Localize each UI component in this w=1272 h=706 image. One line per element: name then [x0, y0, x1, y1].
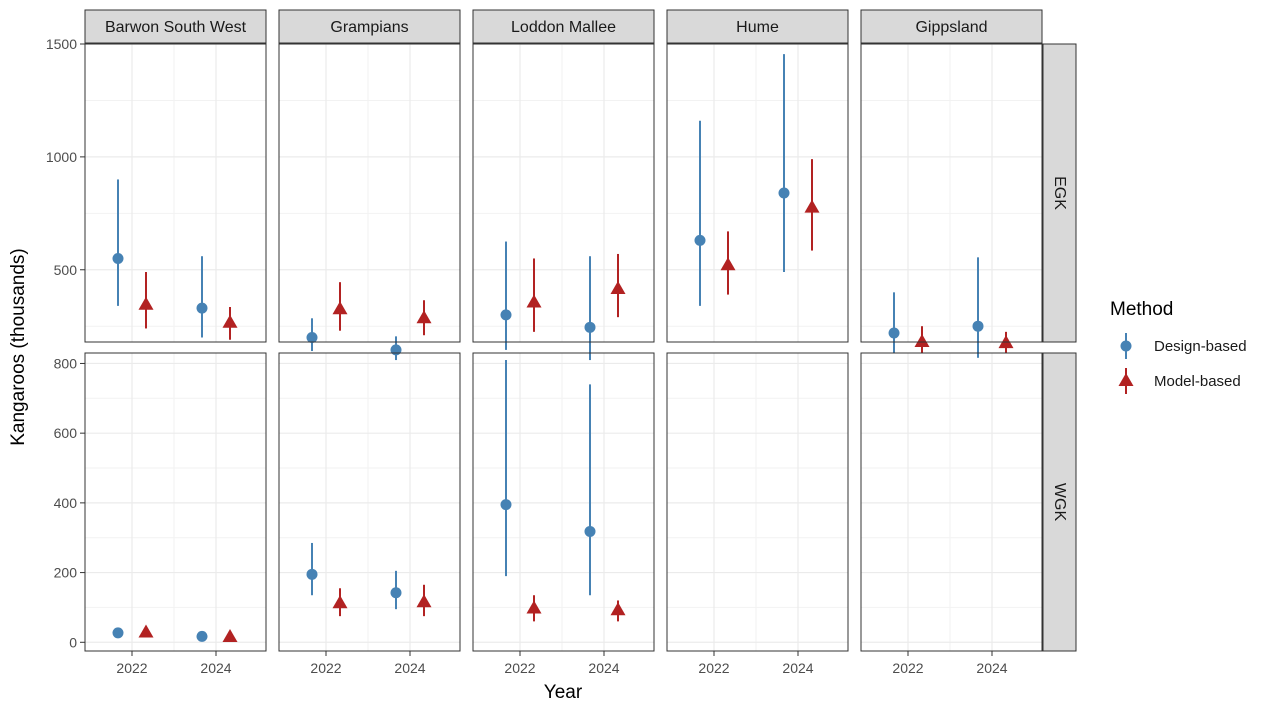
y-tick-label: 200: [54, 565, 78, 581]
y-tick-label: 1000: [46, 149, 77, 165]
model-based-point: [222, 314, 238, 328]
row-strip: [1042, 43, 1077, 343]
model-based-point: [416, 310, 432, 324]
model-based-point: [416, 594, 432, 608]
column-strip: [860, 9, 1043, 44]
column-strip-label: Gippsland: [915, 19, 987, 36]
model-based-point: [914, 334, 930, 347]
design-based-point: [390, 344, 402, 356]
design-based-point: [584, 525, 596, 537]
row-strip-label: WGK: [1051, 483, 1068, 522]
x-axis-title: Year: [544, 682, 583, 703]
panel-border: [278, 43, 461, 343]
panel-background: [861, 353, 1042, 651]
x-tick-label: 2022: [698, 660, 729, 676]
column-strip-label: Barwon South West: [105, 19, 247, 36]
panel-background: [667, 44, 848, 342]
panel-border: [84, 43, 267, 343]
x-tick-label: 2024: [976, 660, 1007, 676]
panel-background: [279, 353, 460, 651]
model-based-point: [526, 600, 542, 614]
panel-border: [860, 43, 1043, 343]
panel-border: [666, 43, 849, 343]
design-based-point: [196, 302, 208, 314]
design-based-point: [778, 187, 790, 199]
column-strip: [472, 9, 655, 44]
x-tick-label: 2022: [504, 660, 535, 676]
design-based-point: [584, 321, 596, 333]
column-strip-label: Loddon Mallee: [511, 19, 616, 36]
panel-border: [84, 352, 267, 652]
design-based-point: [112, 252, 124, 264]
row-strip-label: EGK: [1051, 176, 1068, 210]
y-tick-label: 0: [69, 634, 77, 650]
x-tick-label: 2022: [892, 660, 923, 676]
panel-border: [472, 43, 655, 343]
legend-title: Method: [1110, 299, 1173, 320]
y-tick-label: 1500: [46, 36, 77, 52]
y-tick-label: 800: [54, 355, 78, 371]
model-based-point: [610, 602, 626, 616]
y-axis-title: Kangaroos (thousands): [8, 248, 29, 446]
model-based-point: [526, 294, 542, 308]
model-based-point: [720, 257, 736, 271]
column-strip-label: Hume: [736, 19, 779, 36]
design-based-point: [196, 630, 208, 642]
design-based-point: [390, 587, 402, 599]
panel-background: [85, 353, 266, 651]
design-based-point: [694, 234, 706, 246]
legend-key-circle: [1120, 340, 1132, 352]
x-tick-label: 2022: [116, 660, 147, 676]
panel-background: [85, 44, 266, 342]
y-tick-label: 400: [54, 495, 78, 511]
legend-label: Model-based: [1154, 373, 1241, 390]
panel-background: [473, 353, 654, 651]
design-based-point: [112, 627, 124, 639]
panel-background: [667, 353, 848, 651]
panel-background: [279, 44, 460, 342]
design-based-point: [306, 568, 318, 580]
panel-background: [861, 44, 1042, 342]
design-based-point: [972, 320, 984, 332]
panel-border: [278, 352, 461, 652]
column-strip-label: Grampians: [330, 19, 408, 36]
row-strip: [1042, 352, 1077, 652]
panel-border: [860, 352, 1043, 652]
model-based-point: [332, 301, 348, 315]
column-strip: [278, 9, 461, 44]
x-tick-label: 2024: [782, 660, 813, 676]
legend-label: Design-based: [1154, 338, 1247, 355]
design-based-point: [306, 331, 318, 343]
panel-border: [472, 352, 655, 652]
y-tick-label: 500: [54, 262, 78, 278]
design-based-point: [500, 499, 512, 511]
legend-key-triangle: [1118, 373, 1134, 386]
column-strip: [84, 9, 267, 44]
panel-border: [666, 352, 849, 652]
model-based-point: [138, 624, 154, 638]
model-based-point: [610, 280, 626, 294]
model-based-point: [222, 629, 238, 643]
x-tick-label: 2024: [200, 660, 231, 676]
model-based-point: [138, 296, 154, 310]
model-based-point: [332, 595, 348, 609]
design-based-point: [500, 309, 512, 321]
x-tick-label: 2024: [394, 660, 425, 676]
model-based-point: [804, 199, 820, 213]
y-tick-label: 600: [54, 425, 78, 441]
x-tick-label: 2024: [588, 660, 619, 676]
column-strip: [666, 9, 849, 44]
panel-background: [473, 44, 654, 342]
design-based-point: [888, 327, 900, 339]
x-tick-label: 2022: [310, 660, 341, 676]
